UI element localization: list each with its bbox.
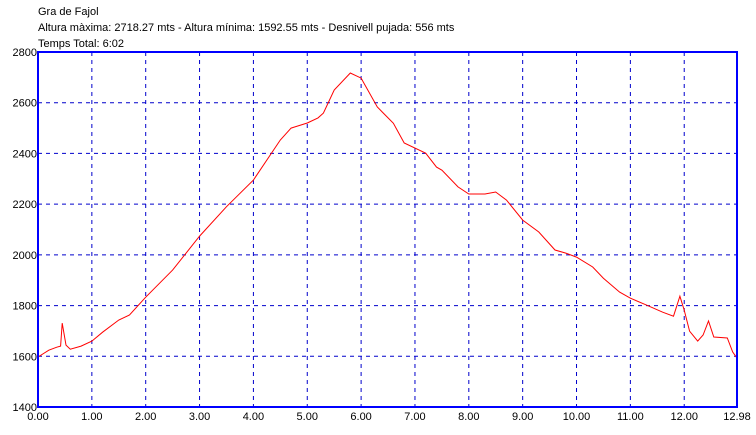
chart-title: Gra de Fajol xyxy=(38,6,99,18)
x-tick-label: 1.00 xyxy=(81,411,102,423)
x-tick-label: 12.00 xyxy=(670,411,698,423)
x-tick-label: 10.00 xyxy=(563,411,591,423)
tick-labels: 0.00 1.00 2.00 3.00 4.00 5.00 6.00 7.00 8.00 9.00… xyxy=(13,47,751,423)
y-tick-label: 2200 xyxy=(13,199,37,211)
x-tick-label: 4.00 xyxy=(243,411,264,423)
total-time: Temps Total: 6:02 xyxy=(38,38,124,50)
y-tick-label: 1400 xyxy=(13,402,37,414)
x-tick-label: 5.00 xyxy=(297,411,318,423)
x-tick-label: 2.00 xyxy=(135,411,156,423)
x-tick-label: 8.00 xyxy=(458,411,479,423)
y-tick-label: 2600 xyxy=(13,98,37,110)
x-tick-label: 9.00 xyxy=(512,411,533,423)
plot-frame xyxy=(37,51,738,408)
y-tick-label: 2000 xyxy=(13,250,37,262)
grid xyxy=(38,52,737,407)
x-tick-label: 3.00 xyxy=(189,411,210,423)
y-tick-label: 2800 xyxy=(13,47,37,59)
y-tick-label: 1600 xyxy=(13,351,37,363)
chart-stats: Altura màxima: 2718.27 mts - Altura míni… xyxy=(38,22,455,34)
y-tick-label: 2400 xyxy=(13,148,37,160)
elevation-line xyxy=(37,72,738,359)
x-tick-label: 12.98 xyxy=(723,411,751,423)
x-tick-label: 6.00 xyxy=(350,411,371,423)
x-tick-label: 0.00 xyxy=(27,411,48,423)
x-tick-label: 11.00 xyxy=(617,411,644,423)
y-tick-label: 1800 xyxy=(13,301,37,313)
x-tick-label: 7.00 xyxy=(404,411,425,423)
